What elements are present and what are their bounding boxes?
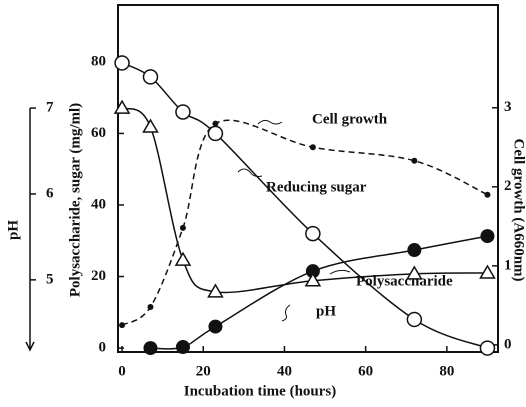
marker <box>113 99 131 114</box>
marker <box>212 120 219 127</box>
series-label: pH <box>316 303 336 319</box>
x-axis-title: Incubation time (hours) <box>184 383 337 399</box>
annotation-arrow <box>281 304 291 322</box>
marker <box>406 311 423 328</box>
ph-axis-arrow <box>25 341 35 352</box>
y-tick-label: 0 <box>99 340 107 356</box>
annotation-arrow <box>237 168 263 177</box>
marker <box>143 341 158 356</box>
marker <box>411 157 418 164</box>
marker <box>179 224 186 231</box>
y2-axis-title: Cell growth (A660nm) <box>511 138 526 281</box>
marker <box>174 251 192 266</box>
y2-tick-label: 1 <box>504 257 512 273</box>
y2-tick-label: 2 <box>504 178 512 194</box>
series-label: Cell growth <box>312 111 388 127</box>
marker <box>304 272 322 287</box>
ph-tick-label: 6 <box>46 185 54 201</box>
ph-tick-label: 5 <box>46 271 54 287</box>
x-tick-label: 20 <box>196 363 211 379</box>
marker <box>406 265 423 280</box>
series-line <box>121 119 488 326</box>
marker <box>175 104 191 120</box>
marker <box>305 225 321 242</box>
marker <box>479 340 496 356</box>
marker <box>480 229 495 244</box>
y2-tick-label: 3 <box>504 99 512 115</box>
marker <box>142 118 159 133</box>
y-tick-label: 60 <box>91 125 106 141</box>
series-line <box>121 62 488 349</box>
marker <box>175 339 190 354</box>
marker <box>484 191 491 198</box>
marker <box>147 303 154 310</box>
annotation-arrow <box>329 269 351 275</box>
ph-tick-label: 7 <box>46 100 54 116</box>
x-tick-label: 0 <box>118 363 126 379</box>
x-tick-label: 60 <box>358 363 373 379</box>
y-axis-title: Polysaccharide, sugar (mg/ml) <box>67 103 83 297</box>
series-label: Reducing sugar <box>266 179 367 195</box>
marker <box>142 69 159 85</box>
annotation-arrow <box>257 119 283 125</box>
marker <box>119 322 126 329</box>
y-tick-label: 20 <box>91 268 106 284</box>
marker <box>305 264 320 279</box>
ph-axis-title: pH <box>5 220 21 240</box>
marker <box>407 243 422 258</box>
y2-tick-label: 0 <box>504 336 512 352</box>
marker <box>309 144 316 151</box>
marker <box>479 264 496 279</box>
marker <box>207 283 224 298</box>
y-tick-label: 80 <box>91 53 106 69</box>
x-tick-label: 80 <box>439 363 454 379</box>
x-tick-label: 40 <box>277 363 292 379</box>
y-tick-label: 40 <box>91 196 106 212</box>
marker <box>208 319 223 334</box>
plot-frame <box>117 4 499 353</box>
marker <box>114 55 130 71</box>
series-label: Polysaccharide <box>356 273 453 289</box>
